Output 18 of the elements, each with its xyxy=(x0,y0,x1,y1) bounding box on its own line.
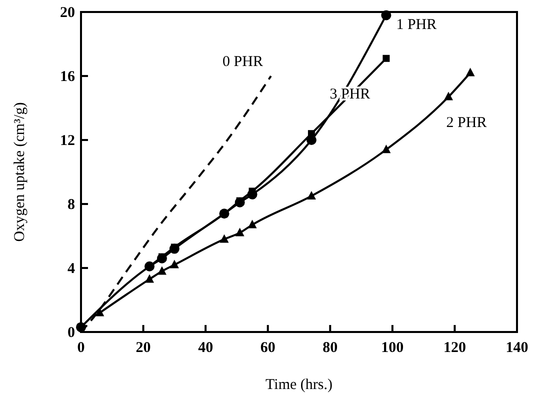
y-tick-label: 20 xyxy=(60,5,75,21)
series-label: 2 PHR xyxy=(446,114,487,131)
y-tick-label: 0 xyxy=(68,325,75,341)
x-tick-label: 20 xyxy=(136,340,151,356)
x-tick-label: 60 xyxy=(260,340,276,356)
x-tick-label: 40 xyxy=(198,340,214,356)
y-tick-label: 8 xyxy=(68,197,75,213)
y-axis-title: Oxygen uptake (cm³/g) xyxy=(12,102,28,242)
x-tick-label: 100 xyxy=(381,340,404,356)
y-tick-label: 16 xyxy=(60,69,76,85)
y-tick-label: 4 xyxy=(68,261,76,277)
x-tick-label: 120 xyxy=(443,340,466,356)
x-tick-label: 80 xyxy=(322,340,338,356)
x-tick-label: 140 xyxy=(506,340,528,356)
series-label: 0 PHR xyxy=(222,54,263,70)
y-tick-label: 12 xyxy=(60,133,75,149)
series-label: 1 PHR xyxy=(396,17,437,34)
x-axis-title: Time (hrs.) xyxy=(266,377,332,393)
